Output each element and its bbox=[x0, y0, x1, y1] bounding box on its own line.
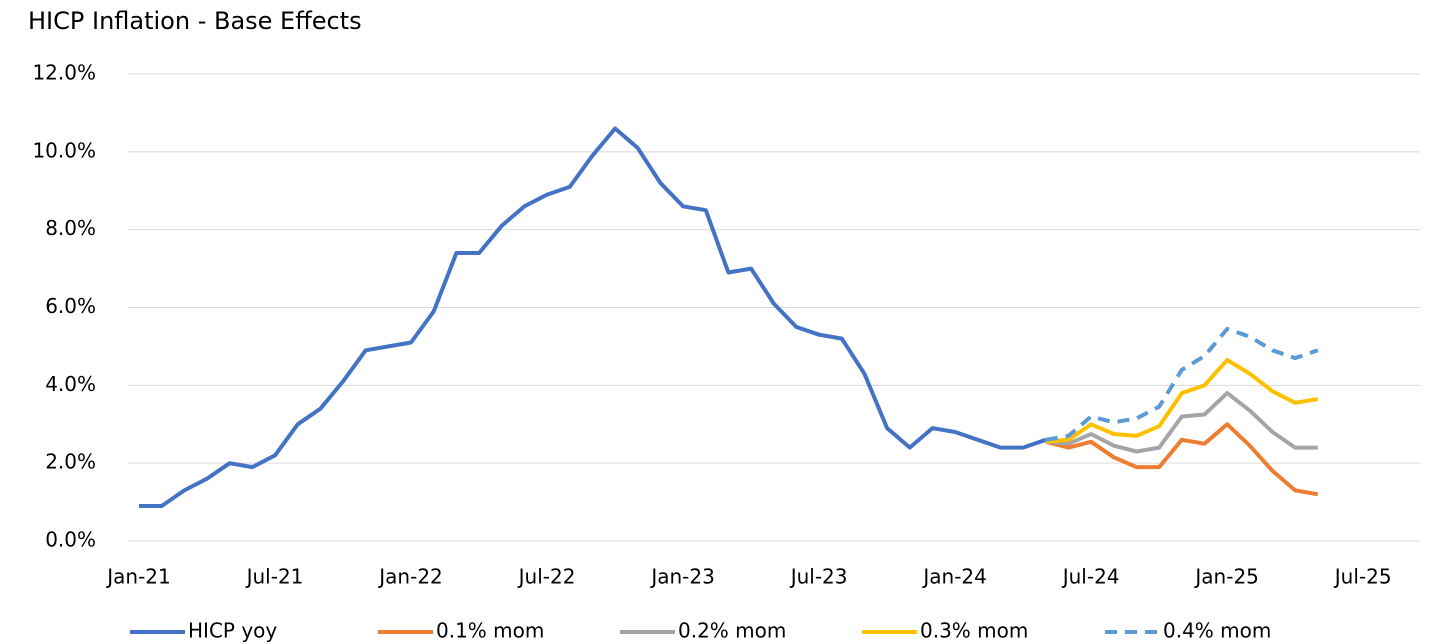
x-tick-label: Jul-25 bbox=[1333, 565, 1392, 589]
x-tick-label: Jan-24 bbox=[921, 565, 987, 589]
series-line bbox=[1045, 391, 1318, 454]
x-tick-label: Jul-21 bbox=[245, 565, 304, 589]
legend-label: 0.1% mom bbox=[436, 619, 544, 643]
y-tick-label: 8.0% bbox=[45, 216, 96, 240]
legend-label: 0.3% mom bbox=[920, 619, 1028, 643]
y-tick-label: 2.0% bbox=[45, 450, 96, 474]
legend-label: 0.2% mom bbox=[678, 619, 786, 643]
series-line bbox=[1045, 326, 1319, 442]
series-line bbox=[139, 126, 1047, 508]
y-tick-label: 12.0% bbox=[32, 61, 96, 85]
x-tick-label: Jan-25 bbox=[1193, 565, 1259, 589]
x-tick-label: Jul-24 bbox=[1061, 565, 1120, 589]
series-line bbox=[1045, 358, 1319, 444]
y-tick-label: 4.0% bbox=[45, 372, 96, 396]
series-line bbox=[1045, 422, 1319, 497]
x-tick-label: Jul-23 bbox=[789, 565, 848, 589]
chart-title: HICP Inflation - Base Effects bbox=[28, 7, 362, 35]
x-tick-label: Jan-23 bbox=[649, 565, 715, 589]
legend-label: HICP yoy bbox=[188, 619, 277, 643]
y-tick-label: 10.0% bbox=[32, 138, 96, 162]
x-tick-label: Jul-22 bbox=[517, 565, 576, 589]
x-tick-label: Jan-22 bbox=[377, 565, 443, 589]
y-tick-label: 6.0% bbox=[45, 294, 96, 318]
y-tick-label: 0.0% bbox=[45, 528, 96, 552]
legend-label: 0.4% mom bbox=[1163, 619, 1271, 643]
x-tick-label: Jan-21 bbox=[105, 565, 171, 589]
